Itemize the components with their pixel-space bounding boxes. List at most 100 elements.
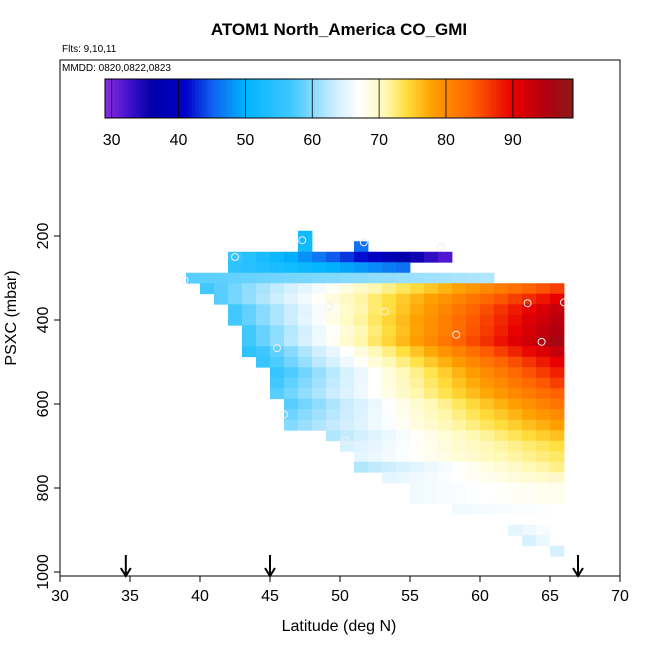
heatmap-cell	[494, 514, 509, 526]
heatmap-cell	[270, 314, 285, 326]
colorbar-segment	[245, 79, 250, 118]
heatmap-cell	[312, 409, 327, 421]
heatmap-cell	[340, 430, 355, 442]
colorbar-segment	[285, 79, 290, 118]
heatmap-cell	[466, 356, 481, 368]
heatmap-cell	[396, 451, 411, 463]
heatmap-cell	[270, 293, 285, 305]
heatmap-cell	[354, 409, 369, 421]
x-tick-label: 35	[121, 588, 139, 605]
heatmap-cell	[326, 346, 341, 358]
colorbar-segment	[121, 79, 126, 118]
sample-marker	[324, 302, 333, 311]
heatmap-cell	[382, 356, 397, 368]
heatmap-cell	[536, 398, 551, 410]
heatmap-cell	[410, 377, 425, 389]
heatmap-cell	[354, 430, 369, 442]
heatmap-cell	[284, 377, 299, 389]
heatmap-cell	[508, 440, 523, 452]
colorbar-segment	[569, 79, 574, 118]
heatmap-cell	[242, 262, 257, 274]
heatmap-cell	[298, 283, 313, 295]
heatmap-cell	[354, 398, 369, 410]
heatmap-cell	[256, 335, 271, 347]
heatmap-cell	[326, 304, 341, 316]
heatmap-cell	[242, 346, 257, 358]
heatmap-cell	[368, 367, 383, 379]
heatmap-cell	[508, 493, 523, 505]
heatmap-cell	[438, 398, 453, 410]
heatmap-cell	[466, 419, 481, 431]
colorbar-segment	[395, 79, 400, 118]
heatmap-cell	[424, 388, 439, 400]
heatmap-cell	[382, 451, 397, 463]
heatmap-cell	[536, 493, 551, 505]
heatmap-cell	[438, 388, 453, 400]
heatmap-cell	[494, 409, 509, 421]
heatmap-cell	[494, 335, 509, 347]
heatmap-cell	[480, 409, 495, 421]
heatmap-cell	[452, 272, 467, 284]
heatmap-cell	[368, 262, 383, 274]
heatmap-cell	[354, 367, 369, 379]
heatmap-cell	[466, 482, 481, 494]
heatmap-cell	[298, 367, 313, 379]
colorbar-segment	[552, 79, 557, 118]
heatmap-cell	[480, 314, 495, 326]
colorbar-segment	[469, 79, 474, 118]
colorbar-frame	[104, 78, 574, 119]
colorbar-segment	[456, 79, 460, 118]
heatmap-cell	[494, 325, 509, 337]
heatmap-cell	[368, 409, 383, 421]
heatmap-cell	[536, 388, 551, 400]
heatmap-cell	[312, 367, 327, 379]
colorbar-segment	[462, 79, 467, 118]
colorbar-segment	[255, 79, 260, 118]
colorbar-segment	[422, 79, 427, 118]
colorbar-segment	[328, 79, 333, 118]
heatmap-cell	[424, 493, 439, 505]
heatmap-cell	[396, 461, 411, 473]
colorbar-segment	[445, 79, 450, 118]
x-tick-label: 30	[51, 588, 69, 605]
heatmap-cell	[382, 377, 397, 389]
heatmap-cell	[284, 272, 299, 284]
heatmap-cell	[284, 398, 299, 410]
heatmap-cell	[452, 472, 467, 484]
heatmap-cell	[424, 325, 439, 337]
heatmap-cell	[508, 461, 523, 473]
colorbar-segment	[151, 79, 156, 118]
colorbar-segment	[566, 79, 571, 118]
heatmap-cell	[494, 398, 509, 410]
heatmap-cell	[480, 451, 495, 463]
heatmap-cell	[452, 409, 467, 421]
heatmap-cell	[298, 272, 313, 284]
heatmap-cell	[354, 377, 369, 389]
sample-marker	[273, 344, 281, 353]
heatmap-cell	[522, 398, 537, 410]
heatmap-cell	[270, 325, 285, 337]
colorbar-segment	[489, 79, 494, 118]
colorbar-segment	[389, 79, 393, 118]
heatmap-cell	[480, 293, 495, 305]
heatmap-cell	[382, 472, 397, 484]
colorbar-segment	[362, 79, 367, 118]
heatmap-cell	[508, 524, 523, 536]
heatmap-cell	[312, 346, 327, 358]
heatmap-cell	[326, 325, 341, 337]
heatmap-cell	[368, 398, 383, 410]
sample-marker	[380, 307, 389, 316]
colorbar-tick-label: 60	[303, 132, 321, 149]
heatmap-cell	[242, 283, 257, 295]
heatmap-cell	[494, 482, 509, 494]
heatmap-cell	[522, 440, 537, 452]
colorbar-segment	[191, 79, 196, 118]
heatmap-cell	[368, 293, 383, 305]
heatmap-cell	[438, 272, 453, 284]
colorbar-segment	[385, 79, 390, 118]
colorbar-segment	[282, 79, 287, 118]
heatmap-cell	[508, 325, 523, 337]
heatmap-cell	[340, 335, 355, 347]
heatmap-cell	[424, 304, 439, 316]
colorbar-segment	[412, 79, 417, 118]
